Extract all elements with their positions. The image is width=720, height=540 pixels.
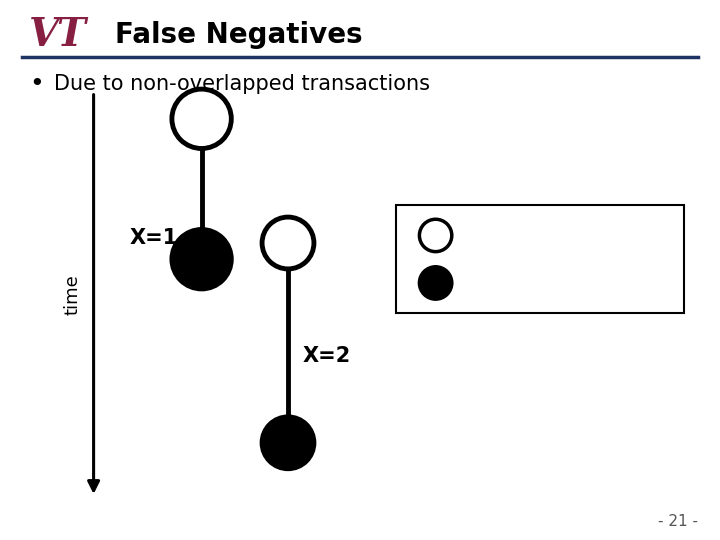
Ellipse shape	[172, 89, 231, 148]
Ellipse shape	[262, 217, 314, 269]
Text: Due to non-overlapped transactions: Due to non-overlapped transactions	[54, 73, 430, 94]
Text: - 21 -: - 21 -	[658, 514, 698, 529]
Text: False Negatives: False Negatives	[115, 21, 363, 49]
Text: Transaction begin: Transaction begin	[468, 226, 615, 245]
Ellipse shape	[420, 219, 452, 252]
Text: •: •	[29, 72, 43, 96]
Ellipse shape	[420, 267, 452, 299]
Text: X=1: X=1	[130, 227, 178, 248]
Ellipse shape	[262, 417, 314, 469]
Text: V: V	[29, 16, 59, 54]
FancyBboxPatch shape	[396, 205, 684, 313]
Text: T: T	[56, 16, 85, 54]
Text: X=2: X=2	[302, 346, 351, 367]
Text: time: time	[63, 274, 81, 315]
Ellipse shape	[172, 230, 231, 289]
Text: Transaction end: Transaction end	[468, 274, 600, 292]
